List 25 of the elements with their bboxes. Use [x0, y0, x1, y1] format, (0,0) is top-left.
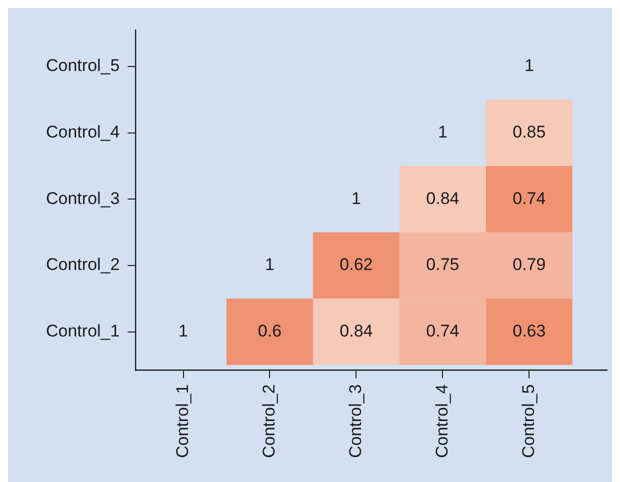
- data-label: 0.84: [340, 322, 373, 341]
- x-tick-label: Control_2: [259, 384, 278, 458]
- x-tick-label: Control_4: [432, 384, 452, 458]
- x-tick-label: Control_3: [346, 384, 365, 458]
- data-label: 0.79: [512, 255, 546, 274]
- data-label: 0.63: [512, 322, 546, 341]
- data-label: 1: [351, 188, 361, 208]
- data-label: 0.74: [426, 322, 460, 341]
- data-label: 1: [438, 122, 448, 142]
- data-label: 1: [265, 255, 274, 274]
- data-label: 1: [524, 56, 534, 76]
- data-label: 0.62: [340, 255, 373, 274]
- data-label: 0.75: [426, 255, 460, 274]
- y-tick-label: Control_1: [46, 322, 120, 341]
- data-label: 1: [178, 322, 188, 341]
- y-tick-label: Control_2: [46, 255, 120, 274]
- data-label: 0.84: [426, 188, 460, 208]
- x-tick-label: Control_1: [172, 384, 192, 458]
- y-tick-label: Control_5: [46, 56, 120, 76]
- y-tick-label: Control_3: [46, 188, 120, 208]
- data-label: 0.85: [512, 122, 546, 142]
- data-label: 0.74: [512, 188, 546, 208]
- y-tick-label: Control_4: [46, 122, 120, 142]
- data-label: 0.6: [258, 322, 282, 341]
- x-tick-label: Control_5: [518, 384, 538, 458]
